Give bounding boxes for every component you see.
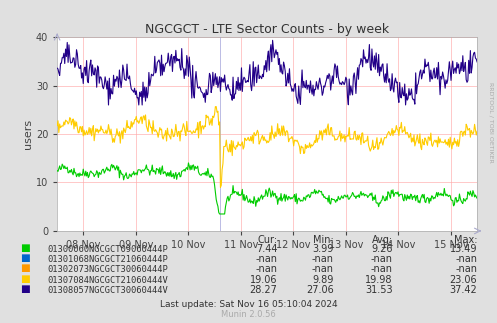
Text: 3.99: 3.99 [313,244,334,254]
Text: 27.06: 27.06 [306,285,334,295]
Text: ■: ■ [20,263,30,273]
Text: 13.49: 13.49 [450,244,477,254]
Text: -nan: -nan [455,254,477,264]
Text: 01300060NGCGCT09060444P: 01300060NGCGCT09060444P [47,245,168,254]
Text: ■: ■ [20,284,30,294]
Text: Last update: Sat Nov 16 05:10:04 2024: Last update: Sat Nov 16 05:10:04 2024 [160,300,337,309]
Text: ■: ■ [20,274,30,284]
Text: -nan: -nan [255,254,277,264]
Text: Min:: Min: [313,235,334,245]
Text: Max:: Max: [454,235,477,245]
Text: 7.44: 7.44 [256,244,277,254]
Text: Avg:: Avg: [371,235,393,245]
Y-axis label: users: users [23,119,33,149]
Text: 23.06: 23.06 [449,275,477,285]
Text: -nan: -nan [312,264,334,274]
Text: RRDTOOL / TOBI OETIKER: RRDTOOL / TOBI OETIKER [489,82,494,163]
Text: 01308057NGCGCT30060444V: 01308057NGCGCT30060444V [47,286,168,295]
Text: 37.42: 37.42 [449,285,477,295]
Title: NGCGCT - LTE Sector Counts - by week: NGCGCT - LTE Sector Counts - by week [145,23,389,36]
Text: 9.26: 9.26 [371,244,393,254]
Text: -nan: -nan [371,264,393,274]
Text: 19.98: 19.98 [365,275,393,285]
Text: Munin 2.0.56: Munin 2.0.56 [221,310,276,319]
Text: ■: ■ [20,253,30,263]
Text: 01307084NGCGCT21060444V: 01307084NGCGCT21060444V [47,276,168,285]
Text: 28.27: 28.27 [249,285,277,295]
Text: -nan: -nan [455,264,477,274]
Text: Cur:: Cur: [257,235,277,245]
Text: 01301068NGCGCT21060444P: 01301068NGCGCT21060444P [47,255,168,264]
Text: -nan: -nan [371,254,393,264]
Text: -nan: -nan [312,254,334,264]
Text: 9.89: 9.89 [313,275,334,285]
Text: -nan: -nan [255,264,277,274]
Text: ■: ■ [20,243,30,253]
Text: 01302073NGCGCT30060444P: 01302073NGCGCT30060444P [47,265,168,274]
Text: 19.06: 19.06 [250,275,277,285]
Text: 31.53: 31.53 [365,285,393,295]
